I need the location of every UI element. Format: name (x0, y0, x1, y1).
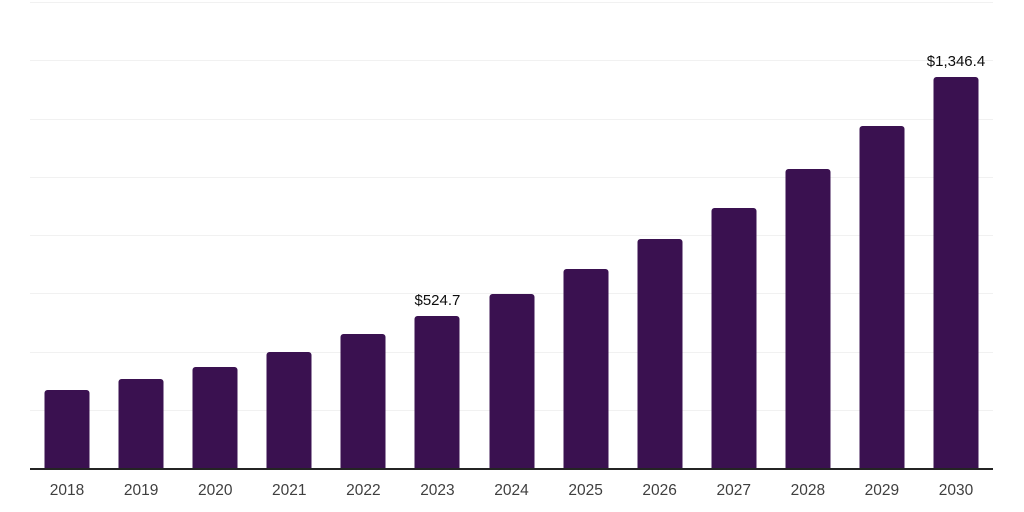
data-label-2030: $1,346.4 (926, 52, 986, 70)
x-tick-2025: 2025 (568, 482, 603, 499)
plot-area: $524.7 $1,346.4 (30, 2, 993, 470)
band-2023: $524.7 (400, 3, 474, 469)
x-axis-labels: 2018 2019 2020 2021 2022 2023 2024 2025 2026 2027… (30, 480, 993, 502)
gridline-1400 (30, 60, 993, 62)
bar-2020 (192, 366, 238, 469)
x-tick-2029: 2029 (864, 482, 900, 499)
bar-2018 (44, 390, 90, 469)
band-2026 (623, 3, 697, 469)
band-2029 (845, 3, 919, 469)
bar-2019 (118, 378, 164, 469)
band-2019 (104, 3, 178, 469)
band-2030: $1,346.4 (919, 3, 993, 469)
x-tick-2021: 2021 (272, 482, 307, 499)
band-2025 (549, 3, 623, 469)
band-2021 (252, 3, 326, 469)
x-tick-2023: 2023 (420, 482, 455, 499)
x-tick-2018: 2018 (49, 482, 85, 499)
gridline-800 (30, 235, 993, 236)
gridline-1600 (30, 2, 993, 3)
bars-container: $524.7 $1,346.4 (30, 3, 993, 469)
band-2028 (771, 3, 845, 469)
bar-2024 (489, 294, 534, 469)
x-tick-2027: 2027 (716, 482, 751, 499)
bar-2026 (637, 238, 683, 469)
x-tick-2022: 2022 (346, 482, 381, 499)
bar-2022 (340, 334, 386, 469)
bar-2025 (563, 268, 609, 469)
band-2020 (178, 3, 252, 469)
gridline-1000 (30, 176, 993, 178)
bar-2021 (266, 351, 312, 469)
x-tick-2024: 2024 (494, 482, 529, 499)
x-axis-line (30, 468, 993, 470)
gridline-1200 (30, 118, 993, 120)
data-label-2023: $524.7 (414, 292, 461, 310)
bar-2030 (933, 76, 979, 469)
bar-2028 (785, 169, 831, 469)
band-2024 (474, 3, 548, 469)
band-2018 (30, 3, 104, 469)
band-2022 (326, 3, 400, 469)
x-tick-2030: 2030 (938, 482, 974, 499)
bar-2027 (711, 207, 757, 469)
x-tick-2026: 2026 (642, 482, 677, 499)
gridline-600 (30, 293, 993, 295)
x-tick-2020: 2020 (197, 482, 233, 499)
x-tick-2019: 2019 (123, 482, 159, 499)
bar-2029 (859, 126, 905, 469)
bar-2023 (414, 316, 460, 469)
band-2027 (697, 3, 771, 469)
x-tick-2028: 2028 (790, 482, 826, 499)
